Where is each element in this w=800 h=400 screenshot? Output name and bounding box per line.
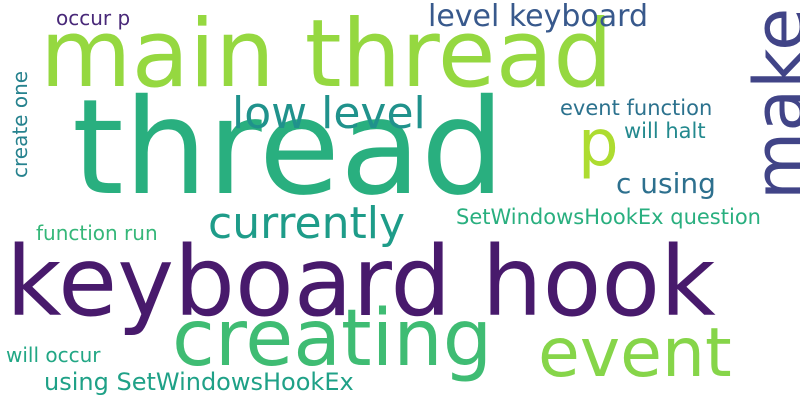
word-thread: thread (72, 71, 505, 225)
word-function-run: function run (36, 221, 158, 245)
word-setwindowshookex-question: SetWindowsHookEx question (456, 205, 761, 229)
word-occur-p: occur p (56, 6, 131, 30)
word-make: make (739, 7, 800, 200)
word-level-keyboard: level keyboard (428, 0, 649, 34)
word-main-thread: main thread (40, 0, 613, 109)
word-event: event (538, 314, 732, 393)
word-will-halt: will halt (624, 119, 706, 143)
word-currently: currently (208, 198, 405, 249)
word-create-one: create one (8, 70, 32, 178)
word-using-setwindowshookex: using SetWindowsHookEx (44, 368, 354, 396)
word-event-function: event function (560, 96, 713, 120)
word-will-occur: will occur (6, 343, 101, 367)
word-creating: creating (172, 294, 493, 384)
word-low-level: low level (232, 88, 426, 139)
word-keyboard-hook: keyboard hook (6, 226, 716, 338)
word-p: p (578, 107, 619, 181)
word-c-using: c using (616, 167, 716, 200)
